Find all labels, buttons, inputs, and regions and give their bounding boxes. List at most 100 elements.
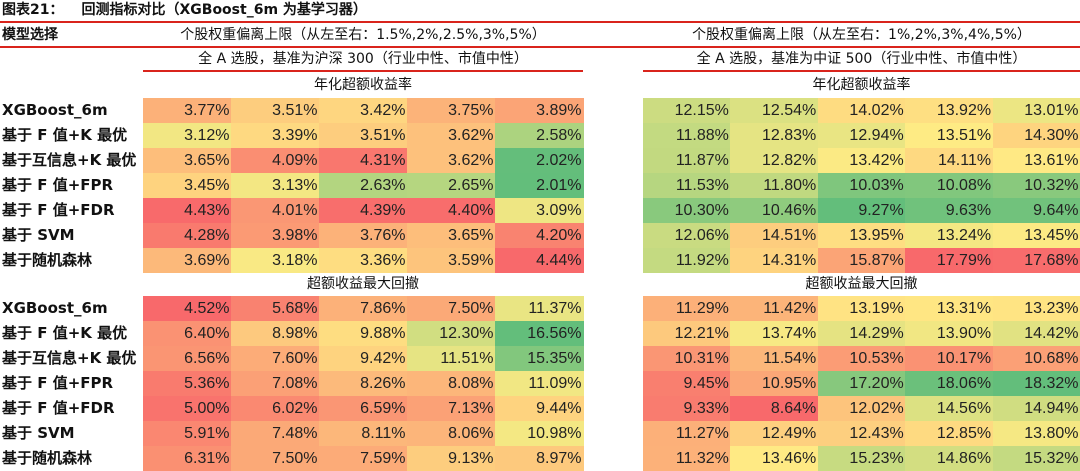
heatmap-cell: 11.51%: [407, 346, 496, 371]
heatmap-cell: 9.27%: [817, 198, 906, 223]
heatmap-cell: 4.09%: [231, 148, 320, 173]
model-row-label: 基于随机森林: [2, 449, 93, 467]
heatmap-cell: 4.40%: [407, 198, 496, 223]
heatmap-cell: 7.13%: [407, 396, 496, 421]
right-metric-header: 超额收益最大回撤: [805, 276, 918, 292]
heatmap-cell: 10.95%: [730, 371, 819, 396]
heatmap-cell: 11.88%: [643, 123, 731, 148]
heatmap-cell: 2.02%: [495, 148, 584, 173]
model-row-label: 基于 F 值+K 最优: [2, 126, 128, 144]
heatmap-cell: 3.45%: [143, 173, 232, 198]
heatmap-cell: 13.74%: [730, 321, 819, 346]
heatmap-cell: 17.68%: [992, 248, 1080, 273]
heatmap-cell: 15.32%: [992, 446, 1080, 471]
heatmap-cell: 12.43%: [817, 421, 906, 446]
heatmap-cell: 13.90%: [905, 321, 994, 346]
heatmap-cell: 3.65%: [407, 223, 496, 248]
heatmap-cell: 9.13%: [407, 446, 496, 471]
heatmap-cell: 9.44%: [495, 396, 584, 421]
heatmap-cell: 2.63%: [319, 173, 408, 198]
heatmap-cell: 7.48%: [231, 421, 320, 446]
heatmap-cell: 3.42%: [319, 98, 408, 123]
heatmap-cell: 13.51%: [905, 123, 994, 148]
heatmap-cell: 3.51%: [231, 98, 320, 123]
heatmap-cell: 12.02%: [817, 396, 906, 421]
heatmap-cell: 11.92%: [643, 248, 731, 273]
heatmap-cell: 13.45%: [992, 223, 1080, 248]
heatmap-cell: 3.18%: [231, 248, 320, 273]
heatmap-cell: 17.79%: [905, 248, 994, 273]
heatmap-cell: 3.12%: [143, 123, 232, 148]
heatmap-cell: 13.92%: [905, 98, 994, 123]
heatmap-cell: 4.01%: [231, 198, 320, 223]
heatmap-cell: 13.61%: [992, 148, 1080, 173]
heatmap-cell: 12.06%: [643, 223, 731, 248]
heatmap-cell: 14.51%: [730, 223, 819, 248]
heatmap-cell: 14.42%: [992, 321, 1080, 346]
heatmap-cell: 11.29%: [643, 296, 731, 321]
heatmap-cell: 6.56%: [143, 346, 232, 371]
model-selection-header: 模型选择: [2, 27, 58, 43]
heatmap-cell: 11.80%: [730, 173, 819, 198]
heatmap-cell: 2.01%: [495, 173, 584, 198]
heatmap-cell: 18.06%: [905, 371, 994, 396]
heatmap-cell: 15.87%: [817, 248, 906, 273]
heatmap-cell: 3.09%: [495, 198, 584, 223]
heatmap-cell: 3.69%: [143, 248, 232, 273]
left-metric-header: 超额收益最大回撤: [307, 276, 419, 292]
heatmap-cell: 9.33%: [643, 396, 731, 421]
heatmap-cell: 3.76%: [319, 223, 408, 248]
model-row-label: 基于随机森林: [2, 251, 93, 269]
model-row-label: 基于 F 值+FPR: [2, 374, 114, 392]
heatmap-cell: 11.27%: [643, 421, 731, 446]
right-deviation-header: 个股权重偏离上限（从左至右：1%,2%,3%,4%,5%）: [692, 27, 1031, 43]
left-universe-header: 全 A 选股，基准为沪深 300（行业中性、市值中性）: [198, 51, 528, 67]
figure-title: 图表21： 回测指标对比（XGBoost_6m 为基学习器）: [2, 0, 367, 20]
heatmap-cell: 8.08%: [407, 371, 496, 396]
heatmap-cell: 4.43%: [143, 198, 232, 223]
heatmap-cell: 10.68%: [992, 346, 1080, 371]
heatmap-cell: 10.08%: [905, 173, 994, 198]
heatmap-cell: 7.60%: [231, 346, 320, 371]
left-universe-rule: [143, 70, 583, 72]
heatmap-cell: 8.06%: [407, 421, 496, 446]
heatmap-cell: 10.53%: [817, 346, 906, 371]
left-metric-header: 年化超额收益率: [314, 77, 412, 93]
model-row-label: 基于 SVM: [2, 226, 75, 244]
heatmap-cell: 6.31%: [143, 446, 232, 471]
figure-caption: 回测指标对比（XGBoost_6m 为基学习器）: [81, 2, 367, 18]
heatmap-cell: 18.32%: [992, 371, 1080, 396]
heatmap-cell: 3.62%: [407, 123, 496, 148]
heatmap-cell: 7.08%: [231, 371, 320, 396]
heatmap-cell: 11.32%: [643, 446, 731, 471]
heatmap-cell: 13.01%: [992, 98, 1080, 123]
heatmap-cell: 7.50%: [407, 296, 496, 321]
model-row-label: 基于互信息+K 最优: [2, 151, 137, 169]
heatmap-cell: 4.31%: [319, 148, 408, 173]
heatmap-cell: 3.62%: [407, 148, 496, 173]
heatmap-cell: 8.64%: [730, 396, 819, 421]
heatmap-cell: 15.35%: [495, 346, 584, 371]
heatmap-cell: 8.97%: [495, 446, 584, 471]
heatmap-cell: 9.42%: [319, 346, 408, 371]
right-universe-header: 全 A 选股，基准为中证 500（行业中性、市值中性）: [696, 51, 1027, 67]
heatmap-cell: 3.65%: [143, 148, 232, 173]
heatmap-cell: 8.26%: [319, 371, 408, 396]
heatmap-cell: 13.42%: [817, 148, 906, 173]
heatmap-cell: 9.45%: [643, 371, 731, 396]
model-row-label: 基于 F 值+K 最优: [2, 324, 128, 342]
heatmap-cell: 14.86%: [905, 446, 994, 471]
model-row-label: 基于 F 值+FPR: [2, 176, 114, 194]
heatmap-cell: 12.21%: [643, 321, 731, 346]
heatmap-cell: 11.54%: [730, 346, 819, 371]
model-row-label: 基于 SVM: [2, 424, 75, 442]
heatmap-cell: 9.88%: [319, 321, 408, 346]
heatmap-cell: 7.59%: [319, 446, 408, 471]
heatmap-cell: 3.77%: [143, 98, 232, 123]
heatmap-cell: 7.50%: [231, 446, 320, 471]
heatmap-cell: 3.89%: [495, 98, 584, 123]
model-row-label: XGBoost_6m: [2, 101, 108, 119]
heatmap-cell: 11.37%: [495, 296, 584, 321]
heatmap-cell: 4.52%: [143, 296, 232, 321]
